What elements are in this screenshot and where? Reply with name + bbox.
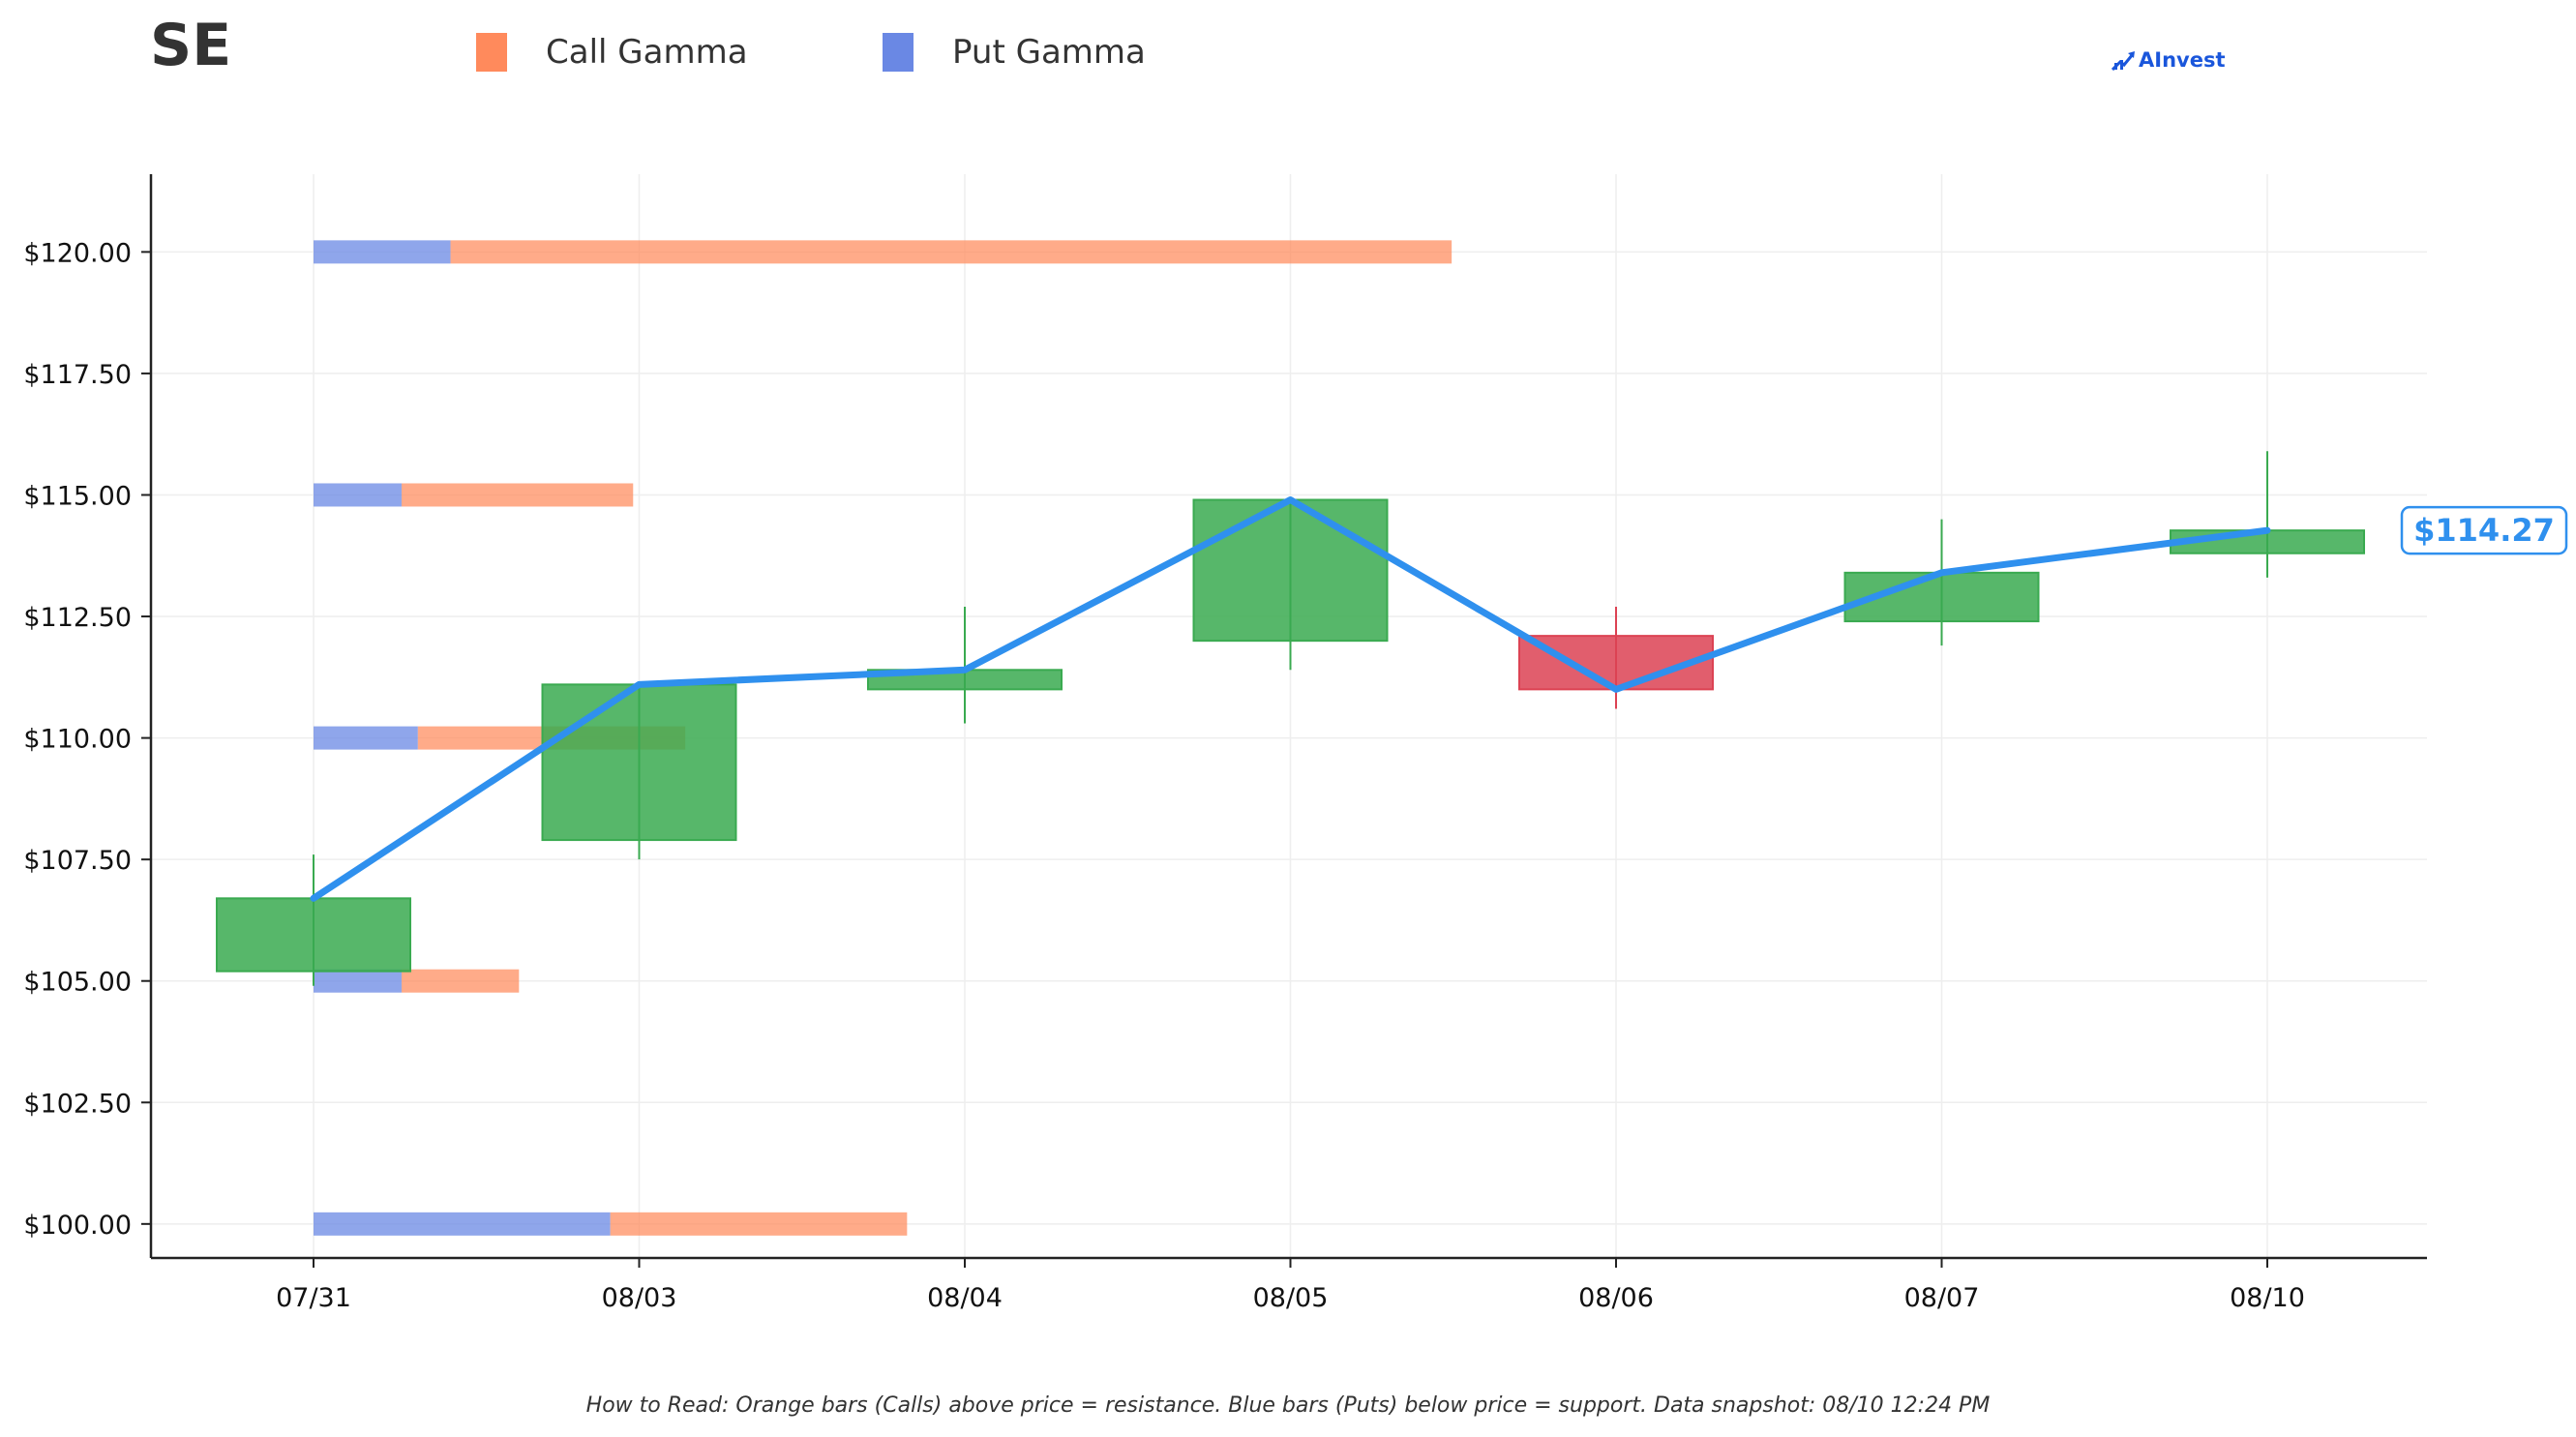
legend-label-call-gamma: Call Gamma: [546, 33, 748, 72]
put-gamma-bar: [314, 483, 402, 507]
y-tick-label: $102.50: [23, 1089, 132, 1119]
x-tick-label: 08/10: [2230, 1283, 2305, 1313]
y-tick-label: $105.00: [23, 968, 132, 998]
put-gamma-bar: [314, 1212, 611, 1236]
call-gamma-bar: [401, 483, 634, 507]
candle-body: [216, 897, 411, 973]
x-tick-label: 08/07: [1904, 1283, 1980, 1313]
price-line: [310, 496, 2271, 902]
y-tick-label: $115.00: [23, 481, 132, 511]
last-price-label: $114.27: [2413, 512, 2555, 549]
legend-label-put-gamma: Put Gamma: [952, 33, 1146, 72]
call-gamma-swatch: [476, 33, 507, 72]
y-tick-label: $100.00: [23, 1211, 132, 1241]
candle-body: [541, 683, 737, 842]
y-tick-label: $112.50: [23, 603, 132, 633]
call-gamma-bar: [401, 969, 520, 993]
call-gamma-bar: [610, 1212, 908, 1236]
y-tick-label: $110.00: [23, 725, 132, 755]
brand-chart-icon: [2112, 51, 2135, 71]
x-tick-label: 08/06: [1578, 1283, 1654, 1313]
put-gamma-bar: [314, 726, 418, 750]
x-tick-label: 08/04: [927, 1283, 1003, 1313]
put-gamma-swatch: [883, 33, 914, 72]
call-gamma-bar: [450, 240, 1453, 264]
y-tick-label: $107.50: [23, 846, 132, 876]
ticker-title: SE: [150, 12, 232, 79]
brand-name: AInvest: [2139, 48, 2226, 72]
put-gamma-bar: [314, 240, 451, 264]
brand-logo: AInvest: [2112, 48, 2226, 72]
legend-item-call-gamma: Call Gamma: [476, 33, 748, 72]
candle-body: [1192, 498, 1389, 643]
x-tick-label: 08/03: [602, 1283, 677, 1313]
legend-item-put-gamma: Put Gamma: [883, 33, 1146, 72]
put-gamma-bar: [314, 969, 402, 993]
x-tick-label: 08/05: [1253, 1283, 1329, 1313]
last-price-badge: [2400, 505, 2568, 555]
y-tick-label: $117.50: [23, 360, 132, 390]
y-tick-label: $120.00: [23, 238, 132, 268]
footnote: How to Read: Orange bars (Calls) above p…: [585, 1393, 1991, 1418]
x-tick-label: 07/31: [276, 1283, 351, 1313]
